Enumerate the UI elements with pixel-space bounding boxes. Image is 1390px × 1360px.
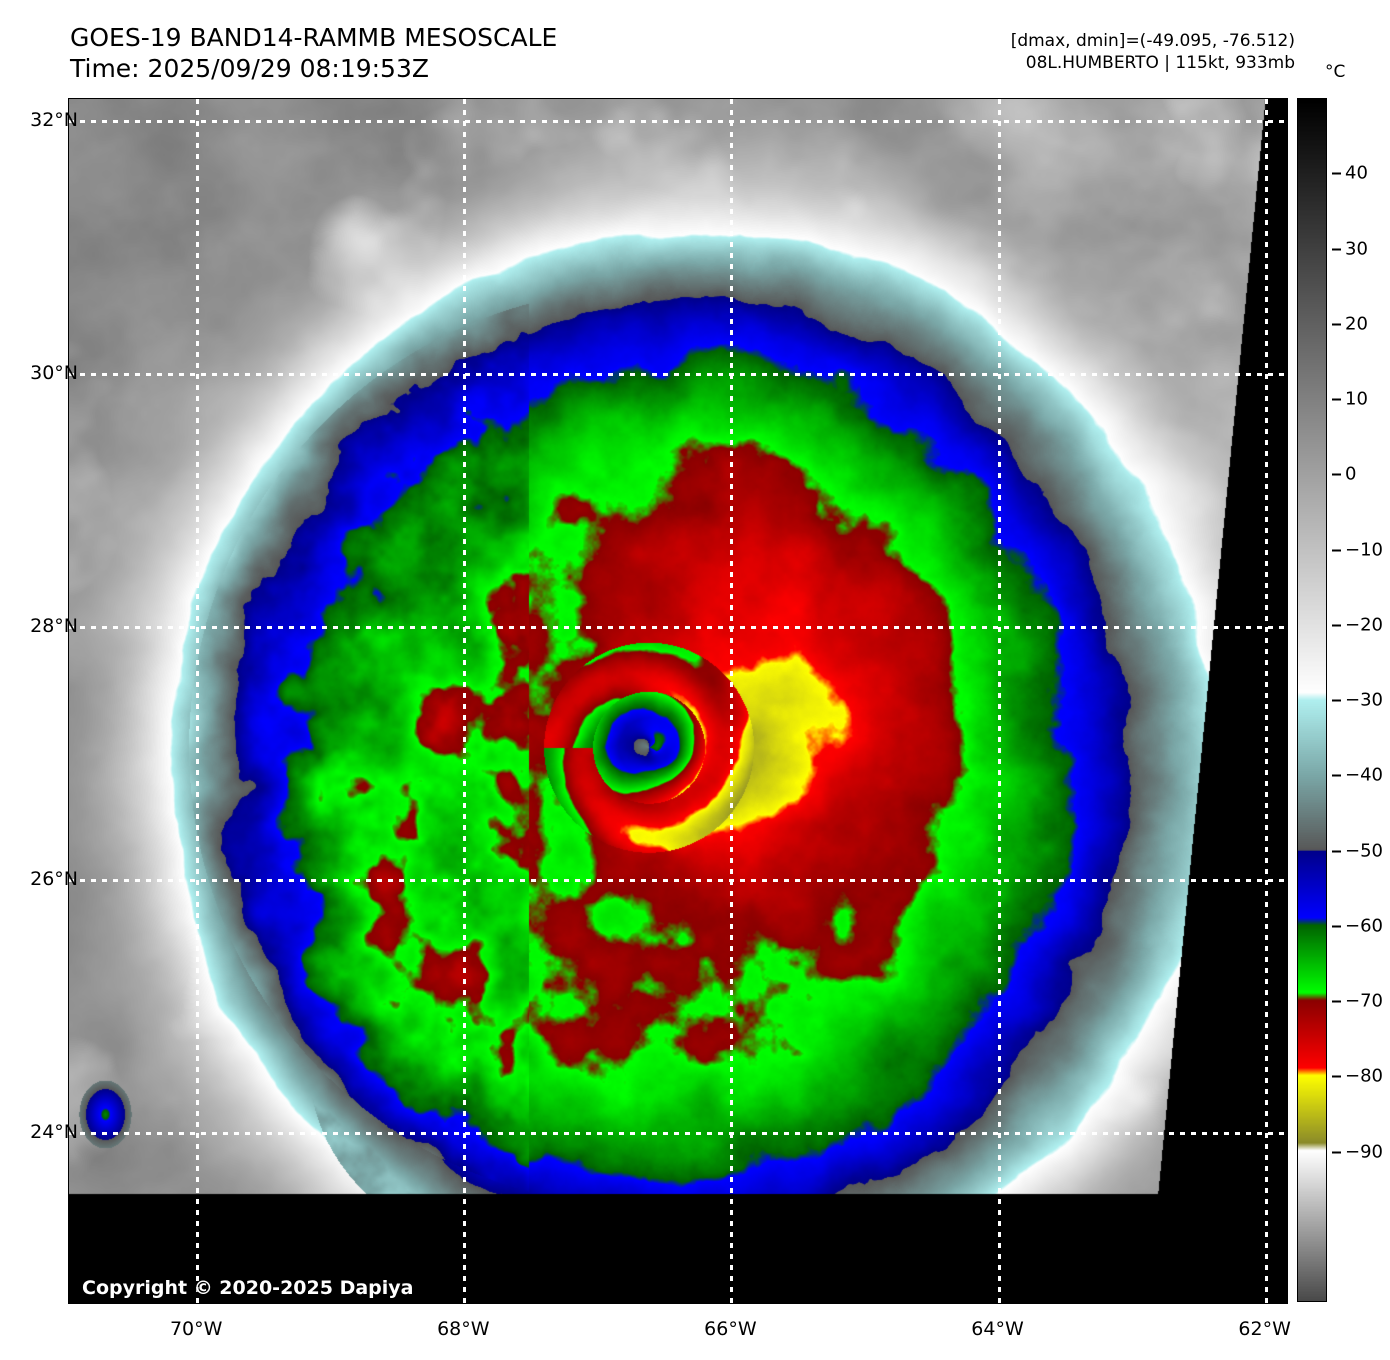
- tick-dash: [1332, 248, 1341, 250]
- copyright-notice: Copyright © 2020-2025 Dapiya: [82, 1277, 414, 1299]
- longitude-tick-label: 62°W: [1238, 1318, 1291, 1340]
- colorbar-tick-label: −20: [1332, 614, 1383, 635]
- colorbar-tick-label: −30: [1332, 690, 1383, 711]
- tick-dash: [1332, 1075, 1341, 1078]
- page-title: GOES-19 BAND14-RAMMB MESOSCALE: [70, 23, 558, 52]
- colorbar-tick-label: 20: [1332, 313, 1368, 334]
- colorbar-unit-label: °C: [1325, 62, 1346, 82]
- satellite-image-plot: [68, 98, 1288, 1304]
- tick-text: 0: [1345, 463, 1357, 485]
- colorbar-tick-label: −50: [1332, 840, 1383, 861]
- tick-dash: [1332, 323, 1341, 326]
- tick-dash: [1332, 549, 1341, 551]
- header-meta-block: [dmax, dmin]=(-49.095, -76.512) 08L.HUMB…: [1011, 30, 1295, 74]
- tick-dash: [1332, 850, 1341, 852]
- tick-text: 20: [1345, 313, 1368, 335]
- tick-text: −20: [1345, 614, 1383, 636]
- longitude-tick-label: 64°W: [971, 1318, 1024, 1340]
- colorbar-tick-label: −10: [1332, 539, 1383, 560]
- colorbar-tick-label: 40: [1332, 163, 1368, 184]
- storm-info-label: 08L.HUMBERTO | 115kt, 933mb: [1025, 53, 1295, 73]
- tick-text: −10: [1345, 539, 1383, 560]
- tick-dash: [1332, 699, 1341, 702]
- latitude-tick-label: 24°N: [30, 1121, 78, 1144]
- longitude-tick-label: 70°W: [169, 1318, 223, 1340]
- colorbar-tick-label: 30: [1332, 238, 1368, 259]
- latitude-tick-label: 28°N: [30, 614, 78, 637]
- tick-dash: [1332, 473, 1341, 476]
- tick-text: 40: [1345, 162, 1368, 184]
- longitude-tick-label: 68°W: [437, 1318, 490, 1340]
- tick-text: −90: [1345, 1141, 1383, 1162]
- tick-dash: [1332, 624, 1341, 627]
- tick-dash: [1332, 172, 1341, 175]
- colorbar-tick-label: −60: [1332, 915, 1383, 936]
- longitude-tick-label: 66°W: [704, 1318, 757, 1340]
- colorbar-tick-label: 0: [1332, 464, 1356, 485]
- colorbar-tick-label: −40: [1332, 765, 1383, 786]
- colorbar-gradient: [1298, 99, 1326, 1301]
- tick-dash: [1332, 925, 1341, 928]
- tick-text: −80: [1345, 1065, 1383, 1087]
- latitude-tick-label: 30°N: [30, 361, 78, 384]
- tick-dash: [1332, 1151, 1341, 1153]
- tick-dash: [1332, 774, 1341, 777]
- dmax-dmin-label: [dmax, dmin]=(-49.095, -76.512): [1010, 31, 1295, 51]
- satellite-imagery-canvas: [69, 99, 1287, 1303]
- colorbar-tick-label: −90: [1332, 1141, 1383, 1162]
- header-title-block: GOES-19 BAND14-RAMMB MESOSCALE Time: 202…: [70, 22, 557, 84]
- tick-text: −70: [1345, 990, 1383, 1012]
- tick-dash: [1332, 398, 1341, 401]
- colorbar-tick-label: −80: [1332, 1066, 1383, 1087]
- latitude-tick-label: 32°N: [30, 108, 78, 131]
- tick-text: −60: [1345, 915, 1383, 937]
- colorbar-tick-label: 10: [1332, 389, 1368, 410]
- colorbar-tick-label: −70: [1332, 991, 1383, 1012]
- colorbar: [1297, 98, 1327, 1302]
- tick-text: 10: [1345, 388, 1368, 410]
- tick-text: −50: [1345, 840, 1383, 861]
- tick-text: −30: [1345, 689, 1383, 711]
- tick-text: 30: [1345, 238, 1368, 259]
- latitude-tick-label: 26°N: [30, 868, 78, 891]
- timestamp-label: Time: 2025/09/29 08:19:53Z: [70, 54, 429, 83]
- tick-text: −40: [1345, 764, 1383, 786]
- tick-dash: [1332, 1000, 1341, 1003]
